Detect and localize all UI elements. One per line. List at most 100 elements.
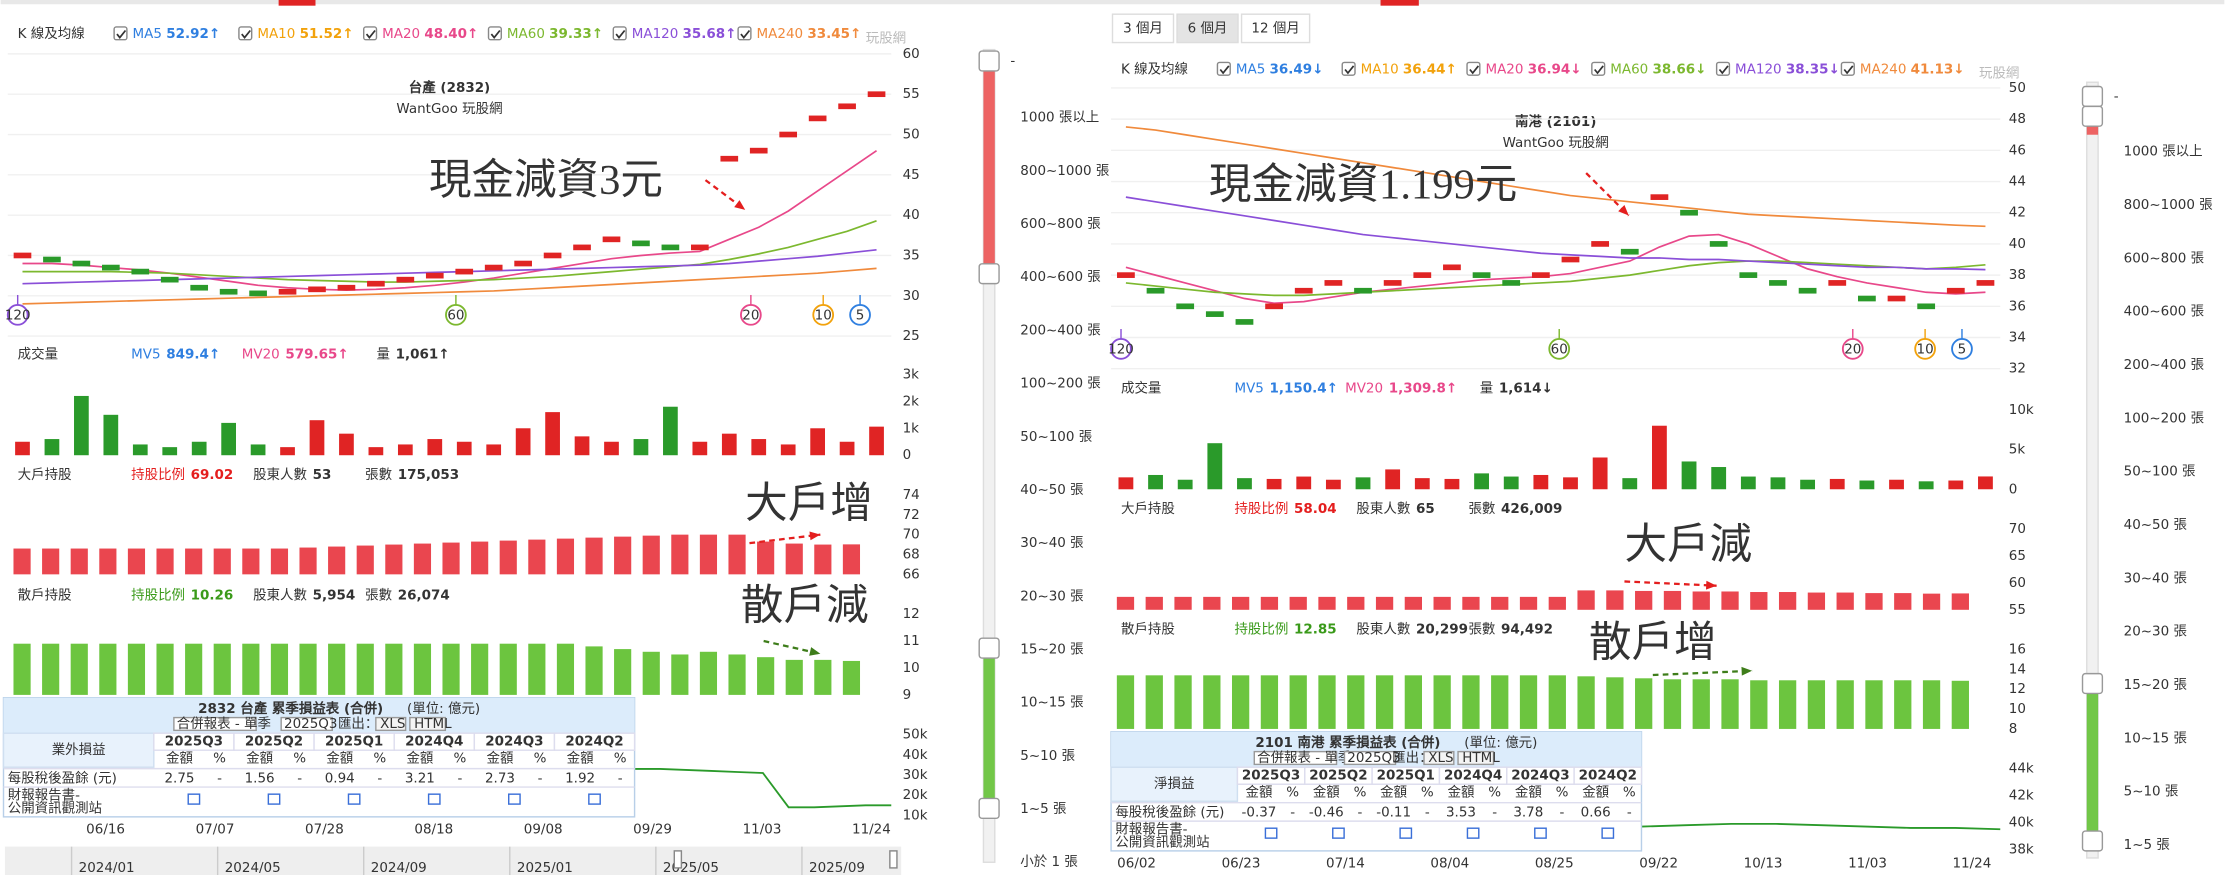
holding-bar	[842, 660, 861, 695]
link-icon[interactable]	[1264, 827, 1278, 839]
checkbox[interactable]	[1466, 61, 1481, 76]
candle	[367, 280, 385, 287]
holding-bar	[328, 546, 346, 575]
checkmark	[1718, 65, 1729, 75]
report-link[interactable]: 公開資訊觀測站	[8, 800, 102, 816]
slider-knob[interactable]	[2081, 85, 2104, 108]
link-icon[interactable]	[1601, 827, 1615, 839]
holding-bar	[185, 548, 203, 575]
holding-bar	[1807, 592, 1826, 610]
select[interactable]	[173, 716, 257, 732]
checkbox[interactable]	[1216, 61, 1231, 76]
checkbox[interactable]	[487, 26, 502, 41]
timeline-handle[interactable]	[889, 850, 898, 869]
candle	[1235, 319, 1254, 325]
quarter-label: 2024Q3	[485, 734, 543, 750]
candle	[661, 244, 680, 251]
holding-bar	[385, 544, 403, 575]
holding-bar	[70, 548, 88, 575]
select[interactable]	[280, 716, 333, 732]
link-icon[interactable]	[187, 793, 201, 805]
legend-item: MA60 39.33↑	[507, 26, 603, 42]
link-icon[interactable]	[508, 793, 521, 805]
holding-bar	[1289, 596, 1307, 610]
slider-knob[interactable]	[978, 50, 1000, 72]
slider-knob[interactable]	[978, 637, 1000, 659]
volume-bar	[74, 395, 89, 456]
report-link[interactable]: 公開資訊觀測站	[1115, 834, 1209, 850]
link-icon[interactable]	[1399, 827, 1413, 839]
stat-name: 量	[1480, 381, 1493, 397]
link-icon[interactable]	[427, 793, 441, 805]
slider-knob[interactable]	[2081, 105, 2104, 127]
timeline-handle[interactable]	[673, 850, 683, 869]
slider-knob[interactable]	[2081, 672, 2104, 695]
candle	[838, 103, 856, 110]
volume-bar	[663, 406, 678, 456]
holding-bar	[528, 643, 546, 695]
checkbox[interactable]	[1591, 61, 1606, 76]
select-text: 2025Q3	[284, 716, 337, 732]
link-icon[interactable]	[588, 793, 601, 805]
y-tick-label: 0	[2009, 481, 2018, 497]
export-button[interactable]	[1423, 750, 1455, 766]
section-title: 大戶持股	[18, 467, 72, 483]
export-button[interactable]	[375, 716, 407, 732]
stat-name: MV5	[1234, 381, 1263, 397]
holding-bar	[1519, 675, 1538, 729]
y-tick-label: 48	[2009, 111, 2026, 127]
checkbox[interactable]	[238, 26, 253, 41]
sub-header: %	[614, 751, 627, 767]
x-tick-label: 11/03	[1848, 856, 1887, 872]
tab[interactable]	[1176, 13, 1239, 44]
checkbox[interactable]	[1715, 61, 1731, 76]
checkbox[interactable]	[1840, 61, 1855, 76]
link-icon[interactable]	[347, 793, 361, 805]
link-icon[interactable]	[1466, 827, 1480, 839]
y-tick-label: 14	[2009, 661, 2026, 677]
checkbox[interactable]	[363, 26, 378, 41]
report-link[interactable]: 財報報告書-	[8, 788, 80, 804]
export-button[interactable]	[1457, 750, 1495, 766]
checkbox[interactable]	[612, 26, 627, 41]
timeline-label: 2025/01	[517, 860, 573, 875]
slider-knob[interactable]	[978, 263, 1000, 285]
quarter-label: 2025Q3	[1242, 768, 1300, 784]
volume-bar	[1266, 478, 1282, 490]
tab[interactable]	[1240, 13, 1311, 44]
holding-bar	[299, 643, 317, 695]
checkbox[interactable]	[737, 26, 752, 41]
slider-knob[interactable]	[2081, 830, 2104, 852]
volume-bar	[486, 444, 502, 456]
y-tick-label: 40k	[2009, 815, 2034, 831]
export-button[interactable]	[409, 716, 447, 732]
tab[interactable]	[1111, 13, 1175, 44]
volume-bar	[515, 428, 531, 456]
table-cell: 2.73	[485, 771, 515, 787]
table-title: 2832 台產 累季損益表 (合併)	[198, 700, 383, 717]
candle	[749, 147, 768, 154]
y-tick-label: 12	[903, 606, 920, 622]
report-link[interactable]: 財報報告書-	[1115, 822, 1187, 838]
slider-knob[interactable]	[978, 797, 1000, 819]
sub-header: 金額	[166, 751, 193, 767]
y-tick-label: 9	[903, 687, 912, 703]
select[interactable]	[1253, 750, 1338, 766]
checkbox[interactable]	[113, 26, 128, 41]
mini-line	[634, 768, 892, 809]
x-tick-label: 06/23	[1222, 856, 1261, 872]
link-icon[interactable]	[1534, 827, 1547, 839]
select[interactable]	[1343, 750, 1397, 766]
holding-bar	[1289, 675, 1307, 729]
link-icon[interactable]	[267, 793, 281, 805]
y-tick-label: 36	[2009, 298, 2026, 314]
ma-marker-label: 20	[1844, 342, 1861, 358]
ma-marker	[6, 303, 29, 326]
volume-bar	[1118, 477, 1134, 490]
table-cell: -	[1358, 805, 1363, 821]
table-cell: 3.53	[1446, 805, 1476, 821]
y-tick-label: 10	[2009, 701, 2026, 717]
holding-bar	[556, 538, 575, 575]
checkbox[interactable]	[1341, 61, 1356, 76]
link-icon[interactable]	[1332, 827, 1345, 839]
